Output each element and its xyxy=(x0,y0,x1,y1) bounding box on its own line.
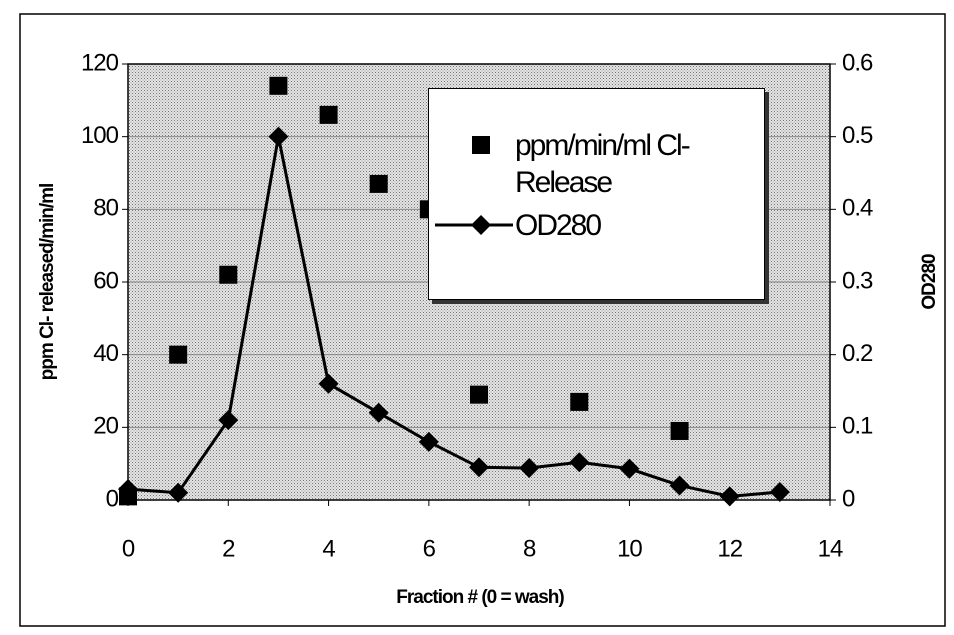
x-axis-label: Fraction # (0 = wash) xyxy=(396,587,564,608)
diamond-marker xyxy=(368,402,389,423)
y-tick-label: 100 xyxy=(81,122,119,149)
diamond-marker xyxy=(569,452,590,473)
diamond-marker xyxy=(268,126,289,147)
legend-label: OD280 xyxy=(515,209,602,242)
x-tick-label: 10 xyxy=(617,535,642,562)
diamond-marker xyxy=(469,457,489,478)
x-tick-label: 4 xyxy=(322,535,335,562)
frame xyxy=(19,13,946,627)
y-tick-label: 60 xyxy=(93,267,118,294)
y2-tick-label: 0 xyxy=(842,485,855,512)
square-marker xyxy=(472,136,490,154)
legend-icon xyxy=(472,136,490,154)
diamond-marker xyxy=(619,458,640,479)
plot-border xyxy=(127,63,831,501)
x-tick-label: 6 xyxy=(423,535,436,562)
y-tick-label: 20 xyxy=(93,413,118,440)
square-marker xyxy=(470,385,488,404)
y2-tick-label: 0.3 xyxy=(842,267,873,294)
y-tick-label: 120 xyxy=(81,49,119,76)
legend-icon xyxy=(435,215,513,235)
square-marker xyxy=(269,76,288,95)
diamond-marker xyxy=(118,479,138,500)
y2-tick-label: 0.5 xyxy=(842,122,873,149)
x-tick-label: 12 xyxy=(717,535,742,562)
diamond-marker xyxy=(471,215,491,235)
square-marker xyxy=(319,105,338,124)
legend-label: ppm/min/ml Cl- Release xyxy=(515,129,691,199)
diamond-marker xyxy=(218,410,239,431)
square-marker xyxy=(570,392,589,411)
diamond-marker xyxy=(519,458,540,479)
y-tick-label: 40 xyxy=(93,340,118,367)
y-tick-label: 80 xyxy=(93,195,118,222)
diamond-marker xyxy=(168,482,189,503)
square-marker xyxy=(219,265,238,284)
y2-tick-label: 0.4 xyxy=(842,195,873,222)
legend: ppm/min/ml Cl- Release OD280 xyxy=(428,88,765,300)
square-marker xyxy=(670,421,689,440)
legend-entry: ppm/min/ml Cl- Release xyxy=(429,127,715,201)
diamond-marker xyxy=(769,482,790,503)
x-tick-label: 2 xyxy=(222,535,235,562)
series-line xyxy=(127,136,780,498)
square-marker xyxy=(369,174,388,193)
diamond-marker xyxy=(318,373,339,394)
square-marker xyxy=(169,345,188,364)
x-tick-label: 8 xyxy=(523,535,536,562)
diamond-marker xyxy=(418,431,439,452)
y2-tick-label: 0.1 xyxy=(842,413,873,440)
y-tick-label: 0 xyxy=(106,485,119,512)
legend-entry: OD280 xyxy=(429,207,715,244)
y2-tick-label: 0.6 xyxy=(842,49,873,76)
diamond-marker xyxy=(669,475,690,496)
y-axis-label: ppm Cl- released/min/ml xyxy=(37,184,58,381)
x-tick-label: 14 xyxy=(818,535,843,562)
y2-tick-label: 0.2 xyxy=(842,340,873,367)
diamond-marker xyxy=(719,486,740,507)
y2-axis-label: OD280 xyxy=(919,254,940,310)
x-tick-label: 0 xyxy=(122,535,135,562)
